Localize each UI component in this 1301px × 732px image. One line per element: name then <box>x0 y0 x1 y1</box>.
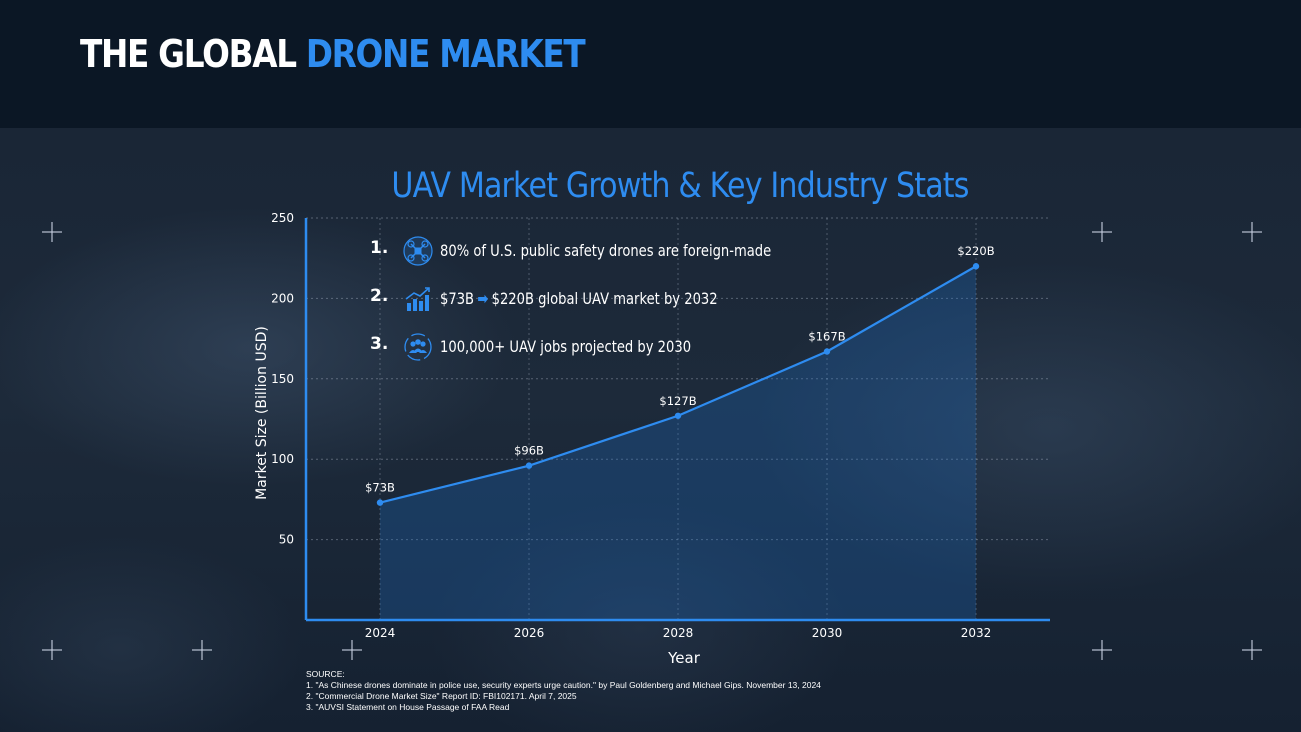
crosshair-decoration <box>1242 640 1262 660</box>
stat-number: 2. <box>370 286 389 306</box>
stat-number: 3. <box>370 334 389 354</box>
data-point <box>674 412 682 419</box>
growth-chart-icon <box>405 287 430 311</box>
crosshair-decoration <box>192 640 212 660</box>
data-point <box>376 499 384 506</box>
x-tick-label: 2030 <box>812 626 843 640</box>
data-label: $96B <box>514 444 544 458</box>
data-point <box>525 462 533 469</box>
data-label: $127B <box>659 394 696 408</box>
stat-text-after: $220B global UAV market by 2032 <box>491 289 718 308</box>
y-axis-label: Market Size (Billion USD) <box>254 326 270 500</box>
data-label: $73B <box>365 481 395 495</box>
source-item: 1. "As Chinese drones dominate in police… <box>306 680 821 690</box>
data-label: $167B <box>808 329 845 343</box>
page-title-main: THE GLOBAL <box>80 32 297 76</box>
arrow-right-icon: ➡ <box>477 289 489 308</box>
area-fill <box>380 266 976 620</box>
x-tick-label: 2024 <box>365 626 396 640</box>
source-item: 3. "AUVSI Statement on House Passage of … <box>306 702 510 712</box>
stat-number: 1. <box>370 238 389 258</box>
crosshair-decoration <box>42 640 62 660</box>
people-cycle-icon <box>404 333 432 361</box>
crosshair-decoration <box>342 640 362 660</box>
stat-text-before: $73B <box>440 289 475 308</box>
x-axis-label: Year <box>667 649 701 667</box>
y-tick-label: 100 <box>271 452 294 466</box>
x-tick-label: 2032 <box>961 626 992 640</box>
drone-icon <box>403 236 433 266</box>
stat-text: 100,000+ UAV jobs projected by 2030 <box>440 337 692 356</box>
source-notes: SOURCE: 1. "As Chinese drones dominate i… <box>306 669 821 713</box>
y-tick-label: 150 <box>271 372 294 386</box>
stat-text: $73B ➡ $220B global UAV market by 2032 <box>440 289 718 308</box>
data-label: $220B <box>957 244 994 258</box>
chart-title: UAV Market Growth & Key Industry Stats <box>391 166 969 206</box>
y-tick-label: 50 <box>279 533 294 547</box>
terrain-background <box>0 128 1301 732</box>
page-title: THE GLOBAL DRONE MARKET <box>80 32 586 76</box>
data-point <box>823 348 831 355</box>
crosshair-decoration <box>1092 640 1112 660</box>
crosshair-decoration <box>1242 222 1262 242</box>
y-tick-label: 200 <box>271 291 294 305</box>
x-tick-label: 2028 <box>663 626 694 640</box>
x-tick-label: 2026 <box>514 626 545 640</box>
header-bar: THE GLOBAL DRONE MARKET <box>0 0 1301 128</box>
stat-text: 80% of U.S. public safety drones are for… <box>440 241 772 260</box>
source-item: 2. "Commercial Drone Market Size" Report… <box>306 691 577 701</box>
crosshair-decoration <box>1092 222 1112 242</box>
crosshair-decoration <box>42 222 62 242</box>
source-heading: SOURCE: <box>306 669 345 679</box>
y-tick-label: 250 <box>271 211 294 225</box>
data-point <box>972 263 980 270</box>
page-title-accent: DRONE MARKET <box>305 32 586 76</box>
